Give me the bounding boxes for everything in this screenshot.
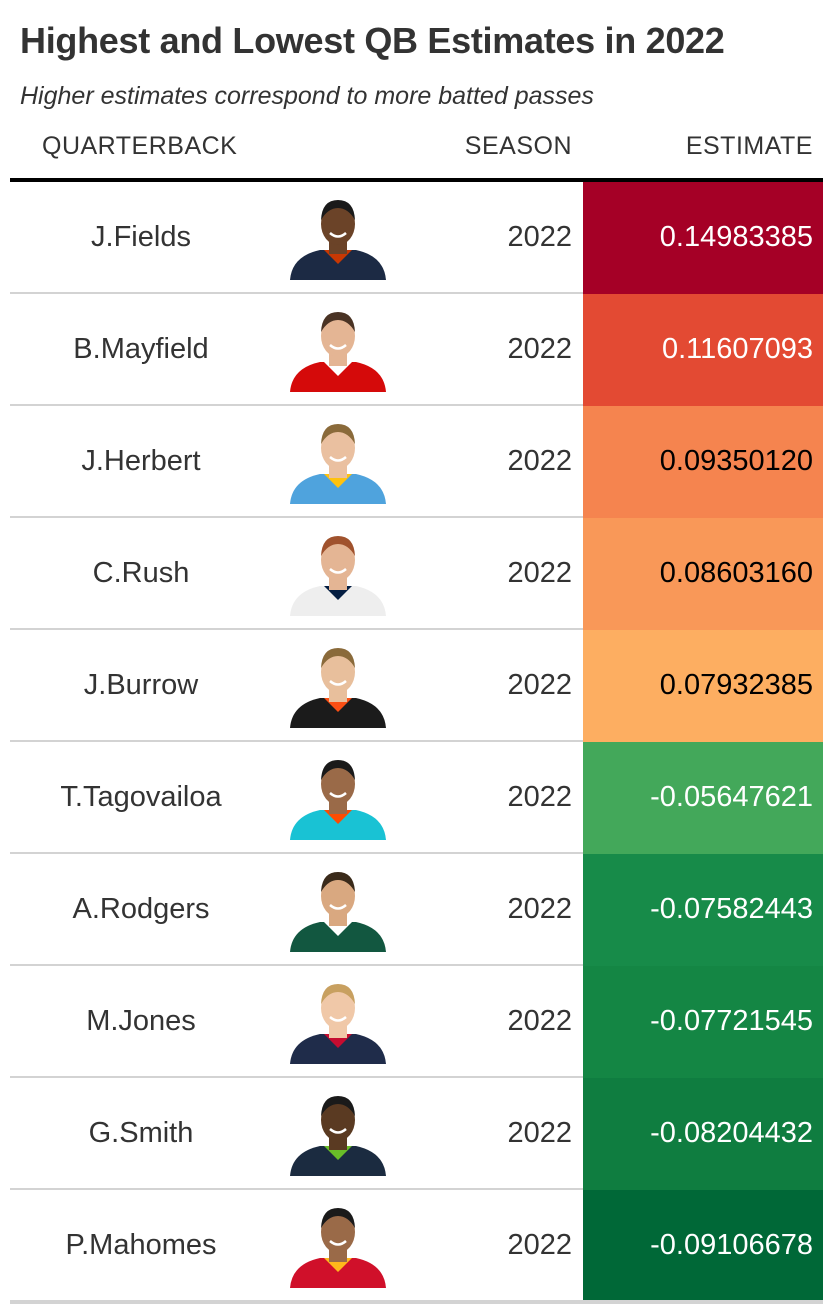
player-headshot [290, 424, 386, 504]
header-rule [10, 178, 823, 182]
column-header-season: SEASON [464, 132, 572, 160]
player-photo [282, 1202, 394, 1288]
player-photo [282, 1090, 394, 1176]
season-value: 2022 [507, 221, 572, 253]
table-row: M.Jones 2022 -0.07721545 [10, 966, 823, 1078]
player-headshot [290, 872, 386, 952]
season-value: 2022 [507, 557, 572, 589]
season-value: 2022 [507, 781, 572, 813]
table-row: J.Herbert 2022 0.09350120 [10, 406, 823, 518]
player-photo [282, 978, 394, 1064]
table-bottom-rule [10, 1300, 823, 1304]
table-row: B.Mayfield 2022 0.11607093 [10, 294, 823, 406]
player-headshot [290, 1208, 386, 1288]
estimate-value: -0.07582443 [583, 854, 823, 966]
table-row: A.Rodgers 2022 -0.07582443 [10, 854, 823, 966]
season-value: 2022 [507, 333, 572, 365]
column-header-quarterback: QUARTERBACK [42, 132, 238, 160]
player-headshot [290, 984, 386, 1064]
season-value: 2022 [507, 893, 572, 925]
estimate-value: 0.14983385 [583, 182, 823, 294]
table-row: J.Fields 2022 0.14983385 [10, 182, 823, 294]
season-value: 2022 [507, 669, 572, 701]
estimate-value: 0.07932385 [583, 630, 823, 742]
player-headshot [290, 536, 386, 616]
season-value: 2022 [507, 1117, 572, 1149]
quarterback-name: J.Fields [91, 221, 191, 253]
table-row: G.Smith 2022 -0.08204432 [10, 1078, 823, 1190]
table-row: J.Burrow 2022 0.07932385 [10, 630, 823, 742]
estimate-value: -0.07721545 [583, 966, 823, 1078]
quarterback-name: J.Herbert [81, 445, 201, 477]
quarterback-name: B.Mayfield [73, 333, 209, 365]
player-photo [282, 530, 394, 616]
season-value: 2022 [507, 1005, 572, 1037]
season-value: 2022 [507, 445, 572, 477]
estimate-value: -0.08204432 [583, 1078, 823, 1190]
quarterback-name: M.Jones [86, 1005, 196, 1037]
quarterback-name: C.Rush [92, 557, 190, 589]
player-photo [282, 754, 394, 840]
quarterback-name: J.Burrow [83, 669, 199, 701]
player-headshot [290, 312, 386, 392]
estimate-value: 0.08603160 [583, 518, 823, 630]
quarterback-name: A.Rodgers [72, 893, 210, 925]
player-headshot [290, 648, 386, 728]
table-row: T.Tagovailoa 2022 -0.05647621 [10, 742, 823, 854]
player-photo [282, 866, 394, 952]
season-value: 2022 [507, 1229, 572, 1261]
quarterback-name: G.Smith [88, 1117, 194, 1149]
chart-subtitle: Higher estimates correspond to more batt… [20, 82, 594, 110]
player-photo [282, 418, 394, 504]
player-headshot [290, 1096, 386, 1176]
quarterback-name: T.Tagovailoa [60, 781, 222, 813]
quarterback-name: P.Mahomes [65, 1229, 217, 1261]
table-row: C.Rush 2022 0.08603160 [10, 518, 823, 630]
table-row: P.Mahomes 2022 -0.09106678 [10, 1190, 823, 1302]
player-headshot [290, 200, 386, 280]
column-header-estimate: ESTIMATE [685, 132, 813, 160]
estimate-value: -0.09106678 [583, 1190, 823, 1302]
player-headshot [290, 760, 386, 840]
estimate-value: 0.09350120 [583, 406, 823, 518]
player-photo [282, 306, 394, 392]
chart-title: Highest and Lowest QB Estimates in 2022 [20, 20, 725, 61]
player-photo [282, 194, 394, 280]
player-photo [282, 642, 394, 728]
estimate-value: 0.11607093 [583, 294, 823, 406]
estimate-value: -0.05647621 [583, 742, 823, 854]
